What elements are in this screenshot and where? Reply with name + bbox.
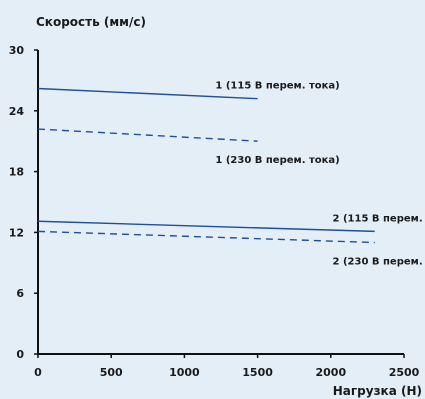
x-tick-label: 2000	[315, 366, 346, 379]
x-tick-label: 500	[100, 366, 123, 379]
series-line-1	[37, 87, 258, 100]
series-group	[37, 87, 375, 244]
x-tick-label: 2500	[389, 366, 420, 379]
y-ticks: 0 6 12 18 24 30	[9, 44, 38, 361]
series-label-4: 2 (230 В перем. тока)	[333, 257, 425, 268]
x-tick-label: 1500	[242, 366, 273, 379]
series-line-4	[37, 230, 375, 244]
series-label-3: 2 (115 В перем. тока)	[333, 213, 425, 224]
y-tick-label: 24	[9, 105, 25, 118]
x-tick-label: 1000	[169, 366, 200, 379]
series-line-2	[37, 128, 258, 142]
y-tick-label: 0	[16, 348, 24, 361]
y-tick-label: 18	[9, 166, 24, 179]
series-label-1: 1 (115 В перем. тока)	[215, 81, 339, 92]
series-label-2: 1 (230 В перем. тока)	[215, 155, 339, 166]
y-tick-label: 12	[9, 226, 24, 239]
x-ticks: 0 500 1000 1500 2000 2500	[34, 354, 420, 379]
y-tick-label: 30	[9, 44, 25, 57]
y-axis-label: Скорость (мм/с)	[36, 15, 146, 29]
series-labels: 1 (115 В перем. тока) 1 (230 В перем. ток…	[215, 81, 425, 268]
x-tick-label: 0	[34, 366, 42, 379]
y-tick-label: 6	[16, 287, 24, 300]
series-line-3	[37, 220, 375, 233]
x-axis-label: Нагрузка (Н)	[333, 384, 422, 398]
